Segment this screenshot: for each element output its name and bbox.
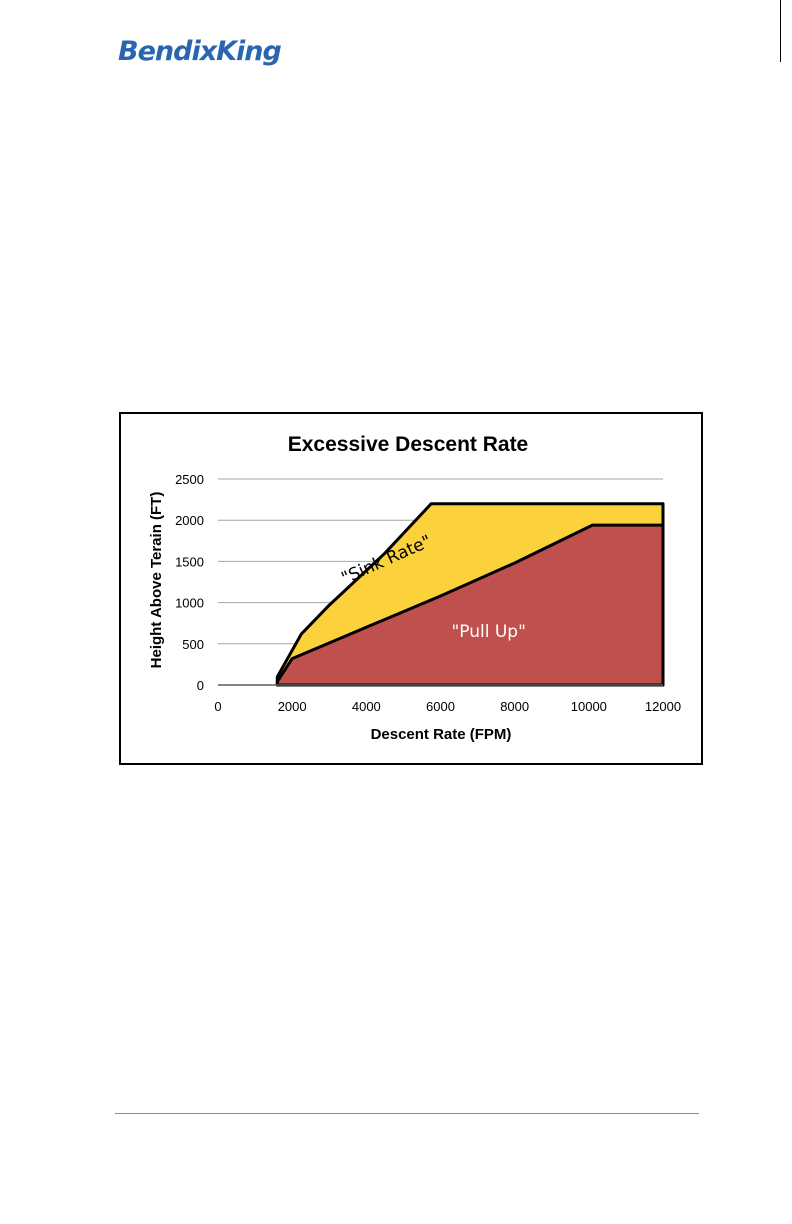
x-tick-label: 4000 (352, 699, 381, 714)
y-tick-label: 0 (197, 678, 204, 693)
x-axis-ticks: 0 2000 4000 6000 8000 10000 12000 (214, 699, 681, 714)
y-tick-label: 2000 (175, 513, 204, 528)
x-tick-label: 10000 (571, 699, 607, 714)
chart-title: Excessive Descent Rate (288, 433, 529, 456)
x-tick-label: 12000 (645, 699, 681, 714)
y-tick-label: 1500 (175, 554, 204, 569)
footer-rule (115, 1113, 699, 1114)
y-tick-label: 2500 (175, 472, 204, 487)
y-axis-ticks: 0 500 1000 1500 2000 2500 (175, 472, 204, 693)
y-tick-label: 500 (182, 637, 204, 652)
y-axis-label: Height Above Terain (FT) (148, 492, 165, 669)
page-edge-line (780, 0, 781, 62)
pull-up-label: "Pull Up" (451, 622, 525, 642)
x-tick-label: 6000 (426, 699, 455, 714)
x-tick-label: 0 (214, 699, 221, 714)
y-tick-label: 1000 (175, 596, 204, 611)
bendixking-logo: BendixKing (118, 36, 282, 67)
excessive-descent-rate-chart: 0 2000 4000 6000 8000 10000 12000 0 500 1000 1500… (148, 433, 681, 743)
x-axis-label: Descent Rate (FPM) (371, 726, 512, 743)
chart-frame: 0 2000 4000 6000 8000 10000 12000 0 500 1000 1500… (119, 412, 703, 765)
chart-areas (218, 502, 665, 687)
x-tick-label: 2000 (278, 699, 307, 714)
x-tick-label: 8000 (500, 699, 529, 714)
series-area-pull-up (275, 523, 665, 687)
